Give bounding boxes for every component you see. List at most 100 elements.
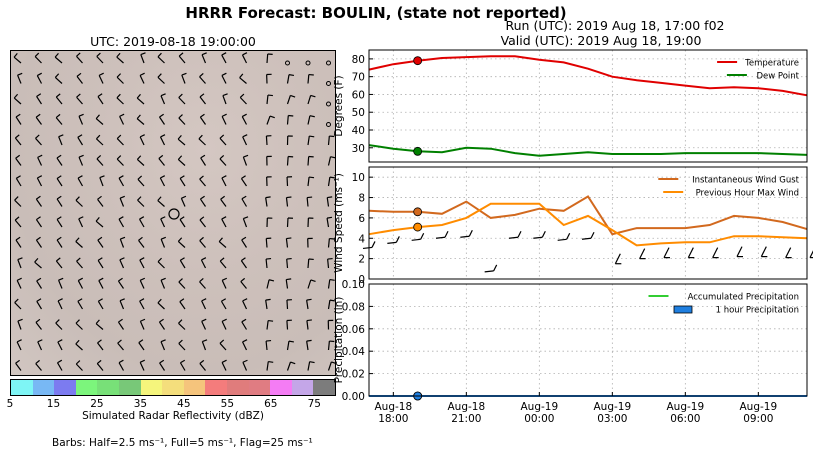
- wind-barb: [327, 176, 335, 187]
- wind-barb: [307, 258, 314, 269]
- wind-barb: [221, 72, 227, 84]
- colorbar-swatch: [183, 380, 206, 395]
- y-axis-label: Degrees (F): [333, 75, 345, 136]
- wind-barb: [736, 246, 743, 258]
- x-tick-label: Aug-19 00:00: [521, 401, 559, 425]
- wind-barb: [17, 318, 23, 330]
- wind-barb: [35, 134, 42, 146]
- wind-barb: [75, 339, 83, 351]
- wind-barb: [77, 298, 84, 310]
- wind-barb: [760, 246, 768, 258]
- colorbar-tick-label: 5: [6, 398, 14, 410]
- wind-barb: [56, 236, 63, 248]
- calm-wind-marker: [326, 60, 331, 66]
- wind-barb: [242, 339, 248, 351]
- wind-barb: [221, 216, 227, 228]
- colorbar-swatch: [140, 380, 163, 395]
- wind-barb: [77, 175, 84, 187]
- wind-barb: [265, 257, 272, 269]
- wind-barb: [306, 339, 312, 351]
- series-line: [368, 195, 808, 236]
- wind-barb: [265, 196, 271, 207]
- wind-barb: [327, 340, 335, 351]
- wind-barb: [241, 318, 248, 330]
- wind-barb: [199, 359, 206, 371]
- wind-barb: [160, 236, 166, 248]
- wind-barb: [98, 277, 104, 289]
- wind-barb: [96, 359, 104, 371]
- wind-barb: [35, 318, 42, 330]
- colorbar-tick-label: 75: [307, 398, 321, 410]
- reflectivity-colorbar: [10, 379, 336, 396]
- wind-barb: [55, 257, 63, 269]
- wind-barb: [36, 277, 43, 289]
- y-tick-label: 30: [352, 143, 365, 155]
- wind-barb: [160, 93, 166, 105]
- wind-barb: [76, 52, 83, 64]
- wind-barb: [78, 216, 84, 228]
- wind-barb-field: [13, 52, 335, 371]
- wind-barb: [663, 247, 670, 259]
- wind-barb: [95, 114, 104, 125]
- colorbar-swatch: [162, 380, 184, 395]
- legend-entry: Instantaneous Wind Gust: [658, 176, 800, 186]
- y-tick-label: 4: [358, 233, 365, 245]
- wind-barb: [139, 318, 146, 330]
- wind-barb: [178, 319, 186, 330]
- wind-barb: [179, 175, 186, 187]
- wind-barb: [97, 93, 104, 105]
- wind-barb: [199, 195, 206, 207]
- wind-barb: [326, 196, 333, 207]
- wind-barb: [75, 360, 83, 371]
- wind-barb: [179, 298, 186, 310]
- barbs-note: Barbs: Half=2.5 ms⁻¹, Full=5 ms⁻¹, Flag=…: [52, 437, 313, 449]
- series-line: [368, 202, 808, 247]
- wind-barb: [307, 94, 316, 105]
- wind-barb: [307, 361, 315, 371]
- wind-barb: [160, 339, 166, 351]
- wind-barb: [240, 257, 247, 269]
- legend-label: Temperature: [744, 59, 799, 69]
- wind-barb: [533, 230, 546, 239]
- wind-barb: [639, 248, 646, 260]
- wind-barb: [286, 257, 292, 269]
- calm-wind-marker: [326, 81, 331, 86]
- y-tick-label: 50: [352, 107, 365, 119]
- wind-barb: [178, 114, 186, 125]
- calm-wind-marker: [326, 122, 331, 127]
- wind-barb: [35, 216, 42, 228]
- wind-barb: [137, 175, 145, 187]
- wind-barb: [220, 298, 227, 310]
- wind-barb: [307, 135, 315, 146]
- map-title: UTC: 2019-08-18 19:00:00: [90, 34, 256, 49]
- wind-barb: [327, 135, 335, 146]
- wind-barb: [286, 114, 294, 125]
- wind-barb: [14, 298, 22, 310]
- wind-barb: [687, 247, 695, 259]
- wind-barb: [15, 154, 22, 166]
- wind-barb: [178, 278, 186, 289]
- wind-barb: [219, 257, 227, 269]
- wind-barb: [157, 52, 165, 64]
- wind-barb: [54, 73, 63, 84]
- colorbar-tick-label: 15: [46, 398, 61, 410]
- colorbar-tick-label: 55: [220, 398, 235, 410]
- wind-barb: [56, 175, 63, 187]
- wind-barb: [160, 216, 166, 228]
- wind-barb: [57, 339, 63, 351]
- wind-barb: [286, 176, 293, 187]
- wind-barb: [13, 93, 22, 105]
- wind-barb: [96, 134, 104, 146]
- wind-barb: [58, 134, 64, 146]
- colorbar-swatch: [248, 380, 271, 395]
- calm-wind-marker: [305, 60, 311, 66]
- wind-barb: [242, 154, 249, 166]
- colorbar-tick-label: 35: [133, 398, 148, 410]
- series-line: [368, 144, 808, 157]
- wind-barb: [57, 277, 64, 289]
- wind-barb: [306, 196, 313, 207]
- x-tick-label: Aug-19 09:00: [740, 401, 778, 425]
- wind-barb: [139, 72, 145, 84]
- wind-barb: [118, 175, 125, 187]
- wind-barb: [327, 319, 334, 330]
